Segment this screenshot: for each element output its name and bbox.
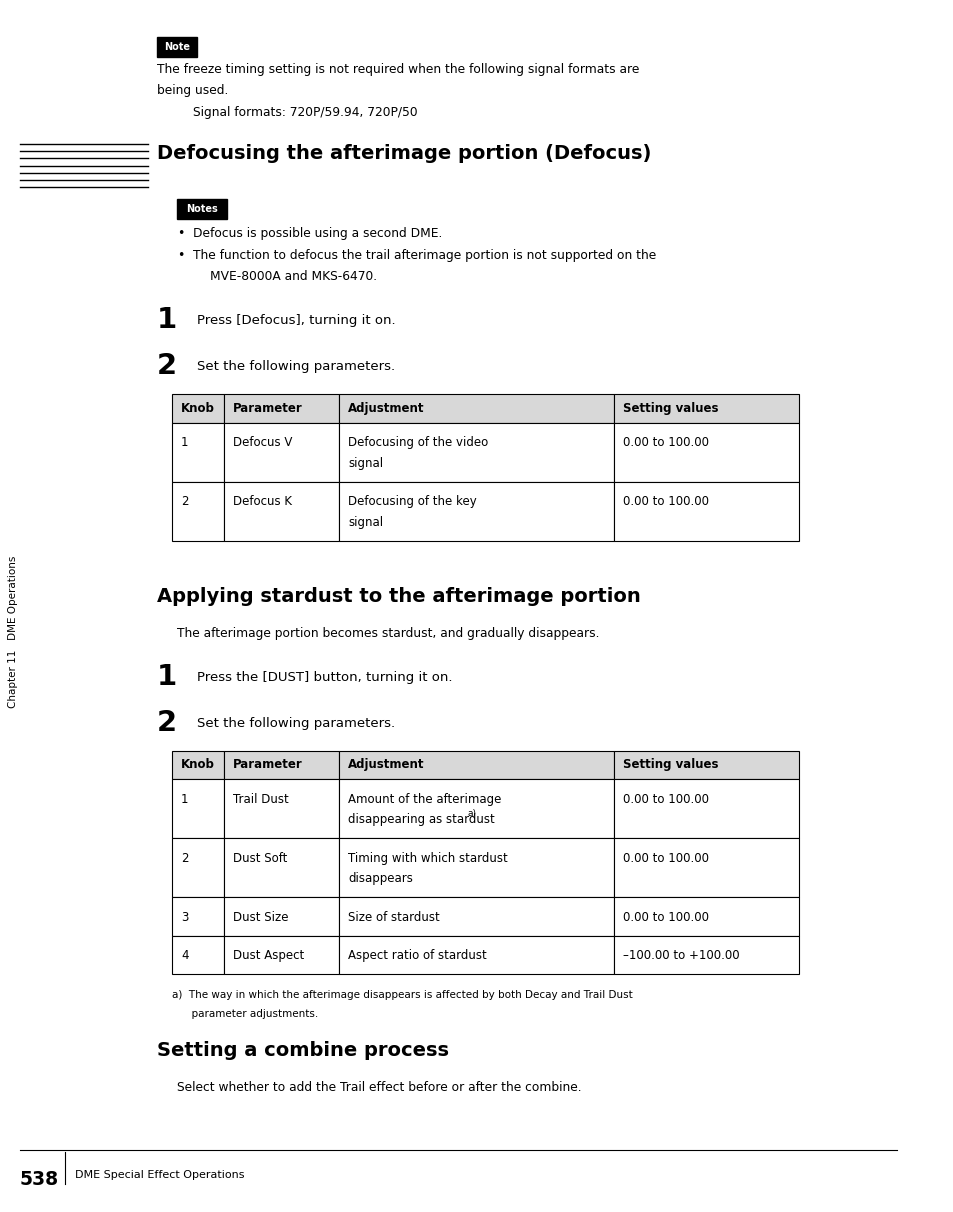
Text: •: • — [177, 227, 184, 240]
Text: 1: 1 — [181, 436, 189, 450]
Text: Adjustment: Adjustment — [348, 759, 424, 771]
FancyBboxPatch shape — [338, 936, 614, 974]
Text: Note: Note — [164, 42, 190, 52]
FancyBboxPatch shape — [224, 394, 338, 423]
FancyBboxPatch shape — [172, 750, 224, 779]
Text: 4: 4 — [181, 949, 189, 962]
Text: Defocus is possible using a second DME.: Defocus is possible using a second DME. — [193, 227, 442, 240]
FancyBboxPatch shape — [338, 423, 614, 481]
Text: parameter adjustments.: parameter adjustments. — [172, 1010, 318, 1019]
Text: Size of stardust: Size of stardust — [348, 910, 439, 924]
FancyBboxPatch shape — [338, 837, 614, 897]
Text: 1: 1 — [181, 793, 189, 806]
FancyBboxPatch shape — [614, 936, 799, 974]
Text: The function to defocus the trail afterimage portion is not supported on the: The function to defocus the trail afteri… — [193, 248, 656, 262]
Text: 3: 3 — [181, 910, 188, 924]
Text: disappears: disappears — [348, 873, 413, 885]
Text: Dust Aspect: Dust Aspect — [233, 949, 304, 962]
FancyBboxPatch shape — [614, 750, 799, 779]
Text: The afterimage portion becomes stardust, and gradually disappears.: The afterimage portion becomes stardust,… — [177, 627, 598, 640]
Text: Trail Dust: Trail Dust — [233, 793, 289, 806]
Text: Timing with which stardust: Timing with which stardust — [348, 852, 507, 864]
FancyBboxPatch shape — [338, 897, 614, 936]
FancyBboxPatch shape — [172, 936, 224, 974]
Text: –100.00 to +100.00: –100.00 to +100.00 — [622, 949, 739, 962]
Text: a): a) — [468, 810, 476, 818]
FancyBboxPatch shape — [224, 897, 338, 936]
Text: 1: 1 — [157, 663, 177, 691]
Text: Adjustment: Adjustment — [348, 401, 424, 415]
Text: Amount of the afterimage: Amount of the afterimage — [348, 793, 501, 806]
Text: a)  The way in which the afterimage disappears is affected by both Decay and Tra: a) The way in which the afterimage disap… — [172, 990, 632, 1000]
Text: signal: signal — [348, 516, 383, 528]
FancyBboxPatch shape — [338, 481, 614, 541]
Text: Select whether to add the Trail effect before or after the combine.: Select whether to add the Trail effect b… — [177, 1081, 581, 1094]
Text: Defocusing the afterimage portion (Defocus): Defocusing the afterimage portion (Defoc… — [157, 144, 651, 162]
Text: Dust Size: Dust Size — [233, 910, 288, 924]
Text: Parameter: Parameter — [233, 401, 302, 415]
FancyBboxPatch shape — [172, 423, 224, 481]
Text: MVE-8000A and MKS-6470.: MVE-8000A and MKS-6470. — [210, 270, 376, 282]
FancyBboxPatch shape — [614, 779, 799, 837]
Text: Defocus K: Defocus K — [233, 496, 292, 508]
FancyBboxPatch shape — [338, 750, 614, 779]
FancyBboxPatch shape — [224, 837, 338, 897]
FancyBboxPatch shape — [224, 750, 338, 779]
Text: Applying stardust to the afterimage portion: Applying stardust to the afterimage port… — [157, 587, 640, 606]
Text: 2: 2 — [157, 351, 177, 381]
FancyBboxPatch shape — [224, 481, 338, 541]
Text: Aspect ratio of stardust: Aspect ratio of stardust — [348, 949, 486, 962]
Text: The freeze timing setting is not required when the following signal formats are: The freeze timing setting is not require… — [157, 63, 639, 76]
Text: 0.00 to 100.00: 0.00 to 100.00 — [622, 436, 708, 450]
Text: 0.00 to 100.00: 0.00 to 100.00 — [622, 793, 708, 806]
Text: Defocusing of the video: Defocusing of the video — [348, 436, 488, 450]
Text: Defocus V: Defocus V — [233, 436, 292, 450]
Text: Press the [DUST] button, turning it on.: Press the [DUST] button, turning it on. — [196, 670, 452, 684]
FancyBboxPatch shape — [614, 394, 799, 423]
FancyBboxPatch shape — [614, 837, 799, 897]
Text: signal: signal — [348, 457, 383, 470]
Text: 2: 2 — [181, 852, 189, 864]
Text: Set the following parameters.: Set the following parameters. — [196, 716, 395, 730]
Text: 538: 538 — [20, 1170, 59, 1189]
Text: •: • — [177, 248, 184, 262]
Text: 0.00 to 100.00: 0.00 to 100.00 — [622, 910, 708, 924]
FancyBboxPatch shape — [172, 394, 224, 423]
FancyBboxPatch shape — [224, 779, 338, 837]
FancyBboxPatch shape — [172, 837, 224, 897]
Text: being used.: being used. — [157, 84, 228, 97]
Text: Knob: Knob — [181, 759, 214, 771]
Text: Setting a combine process: Setting a combine process — [157, 1041, 449, 1060]
Text: Setting values: Setting values — [622, 401, 718, 415]
Text: Signal formats: 720P/59.94, 720P/50: Signal formats: 720P/59.94, 720P/50 — [193, 105, 417, 119]
FancyBboxPatch shape — [338, 779, 614, 837]
Text: Chapter 11   DME Operations: Chapter 11 DME Operations — [8, 556, 18, 708]
Text: 2: 2 — [181, 496, 189, 508]
FancyBboxPatch shape — [172, 897, 224, 936]
Text: Knob: Knob — [181, 401, 214, 415]
FancyBboxPatch shape — [172, 481, 224, 541]
FancyBboxPatch shape — [224, 423, 338, 481]
Text: 0.00 to 100.00: 0.00 to 100.00 — [622, 496, 708, 508]
FancyBboxPatch shape — [224, 936, 338, 974]
Text: disappearing as stardust: disappearing as stardust — [348, 813, 498, 827]
Text: Dust Soft: Dust Soft — [233, 852, 287, 864]
Text: Notes: Notes — [186, 204, 217, 215]
FancyBboxPatch shape — [338, 394, 614, 423]
FancyBboxPatch shape — [177, 199, 227, 219]
Text: 2: 2 — [157, 709, 177, 737]
FancyBboxPatch shape — [172, 779, 224, 837]
FancyBboxPatch shape — [614, 423, 799, 481]
FancyBboxPatch shape — [614, 897, 799, 936]
Text: Defocusing of the key: Defocusing of the key — [348, 496, 476, 508]
Text: DME Special Effect Operations: DME Special Effect Operations — [75, 1170, 244, 1180]
Text: Set the following parameters.: Set the following parameters. — [196, 360, 395, 373]
Text: Press [Defocus], turning it on.: Press [Defocus], turning it on. — [196, 314, 395, 327]
FancyBboxPatch shape — [157, 38, 196, 57]
Text: 1: 1 — [157, 305, 177, 335]
FancyBboxPatch shape — [614, 481, 799, 541]
Text: Parameter: Parameter — [233, 759, 302, 771]
Text: 0.00 to 100.00: 0.00 to 100.00 — [622, 852, 708, 864]
Text: Setting values: Setting values — [622, 759, 718, 771]
